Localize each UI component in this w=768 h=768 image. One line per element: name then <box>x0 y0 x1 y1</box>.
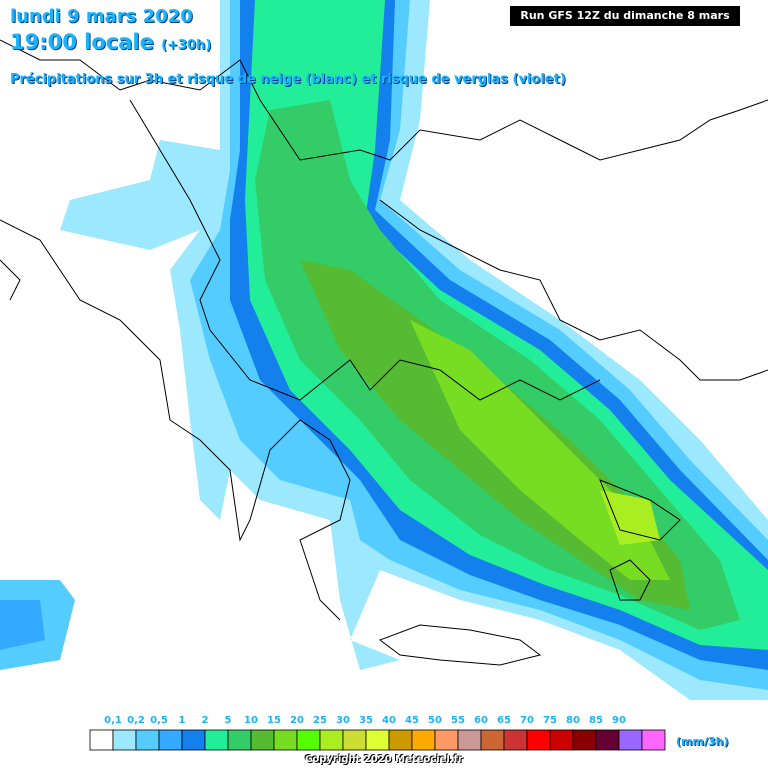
legend-swatch <box>411 729 436 751</box>
legend-label: 40 <box>382 715 396 726</box>
lead: (+30h) <box>161 38 212 53</box>
legend-swatch <box>595 729 620 751</box>
time: 19:00 locale (+30h) <box>10 30 211 54</box>
legend-swatch <box>250 729 275 751</box>
legend-label: 90 <box>612 715 626 726</box>
legend-swatch <box>135 729 160 751</box>
legend-unit: (mm/3h) <box>676 735 729 748</box>
legend-swatch <box>112 729 137 751</box>
legend-swatch <box>273 729 298 751</box>
legend-swatch <box>89 729 114 751</box>
legend-label: 65 <box>497 715 511 726</box>
legend-swatch <box>572 729 597 751</box>
coastlines <box>0 39 768 666</box>
legend-swatch <box>526 729 551 751</box>
legend-label: 60 <box>474 715 488 726</box>
precipitation <box>0 0 768 700</box>
legend-swatch <box>365 729 390 751</box>
legend-swatch <box>296 729 321 751</box>
legend-label: 15 <box>267 715 281 726</box>
legend-label: 1 <box>179 715 186 726</box>
legend-label: 5 <box>225 715 232 726</box>
legend-swatch <box>204 729 229 751</box>
legend-swatch <box>480 729 505 751</box>
legend-label: 30 <box>336 715 350 726</box>
legend-swatch <box>641 729 666 751</box>
legend-label: 20 <box>290 715 304 726</box>
legend-label: 25 <box>313 715 327 726</box>
legend-swatch <box>549 729 574 751</box>
legend-label: 0,5 <box>150 715 168 726</box>
run-info: Run GFS 12Z du dimanche 8 mars 2020 <box>510 6 740 42</box>
legend-swatch <box>319 729 344 751</box>
legend-label: 0,1 <box>104 715 122 726</box>
time-text: 19:00 locale <box>10 30 154 54</box>
legend-label: 50 <box>428 715 442 726</box>
legend-swatch <box>388 729 413 751</box>
legend: 0,1 0,2 0,5 1 2 5 10 15 20 25 30 35 40 45 50 55 60 65 70 75… <box>89 715 666 751</box>
legend-label: 80 <box>566 715 580 726</box>
copyright: Copyright 2020 Meteociel.fr <box>305 754 463 765</box>
legend-swatch <box>342 729 367 751</box>
legend-swatch <box>158 729 183 751</box>
legend-swatch <box>457 729 482 751</box>
date: lundi 9 mars 2020 <box>10 6 193 27</box>
legend-swatch <box>618 729 643 751</box>
legend-label: 75 <box>543 715 557 726</box>
legend-swatch <box>227 729 252 751</box>
legend-label: 10 <box>244 715 258 726</box>
legend-label: 0,2 <box>127 715 145 726</box>
legend-label: 85 <box>589 715 603 726</box>
legend-label: 55 <box>451 715 465 726</box>
legend-label: 70 <box>520 715 534 726</box>
legend-swatch <box>434 729 459 751</box>
legend-label: 45 <box>405 715 419 726</box>
description: Précipitations sur 3h et risque de neige… <box>10 72 566 87</box>
legend-swatch <box>181 729 206 751</box>
legend-label: 2 <box>202 715 209 726</box>
legend-label: 35 <box>359 715 373 726</box>
legend-swatch <box>503 729 528 751</box>
